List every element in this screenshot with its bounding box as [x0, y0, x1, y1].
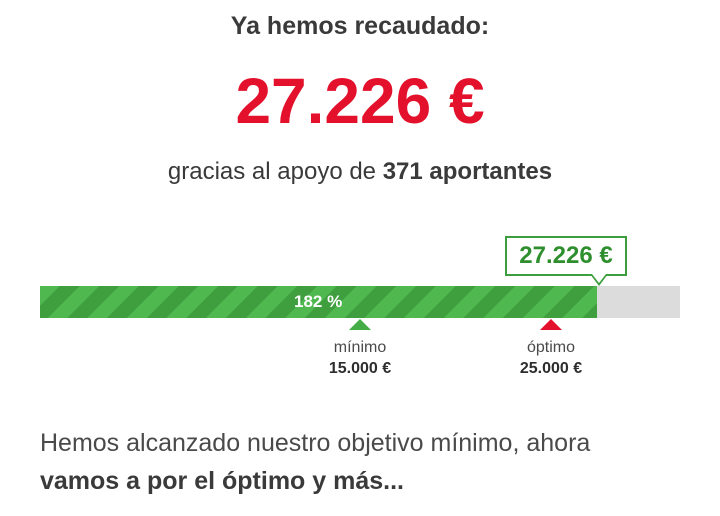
- status-message-line2: vamos a por el óptimo y más...: [40, 467, 405, 495]
- current-amount-bubble: 27.226 €: [505, 236, 627, 276]
- minimum-label: mínimo: [333, 339, 387, 356]
- status-message-line1: Hemos alcanzado nuestro objetivo mínimo,…: [40, 429, 591, 457]
- status-message: Hemos alcanzado nuestro objetivo mínimo,…: [40, 424, 700, 500]
- progress-bar-fill: [40, 286, 597, 318]
- optimum-triangle-icon: [540, 319, 562, 330]
- supporters-text: gracias al apoyo de 371 aportantes: [0, 158, 720, 186]
- optimum-label: óptimo: [526, 339, 576, 356]
- supporters-prefix: gracias al apoyo de: [167, 158, 377, 185]
- minimum-value: 15.000 €: [328, 360, 392, 377]
- supporters-count: 371 aportantes: [382, 158, 553, 185]
- minimum-triangle-icon: [349, 319, 371, 330]
- raised-amount: 27.226 €: [235, 65, 485, 137]
- bubble-pointer-inner: [592, 274, 606, 283]
- optimum-goal-marker: óptimo 25.000 €: [481, 319, 621, 378]
- raised-headline: Ya hemos recaudado:: [230, 12, 490, 40]
- minimum-goal-marker: mínimo 15.000 €: [290, 319, 430, 378]
- progress-bar-track: 182 %: [40, 286, 680, 318]
- progress-percent-label: 182 %: [294, 292, 343, 311]
- optimum-value: 25.000 €: [519, 360, 583, 377]
